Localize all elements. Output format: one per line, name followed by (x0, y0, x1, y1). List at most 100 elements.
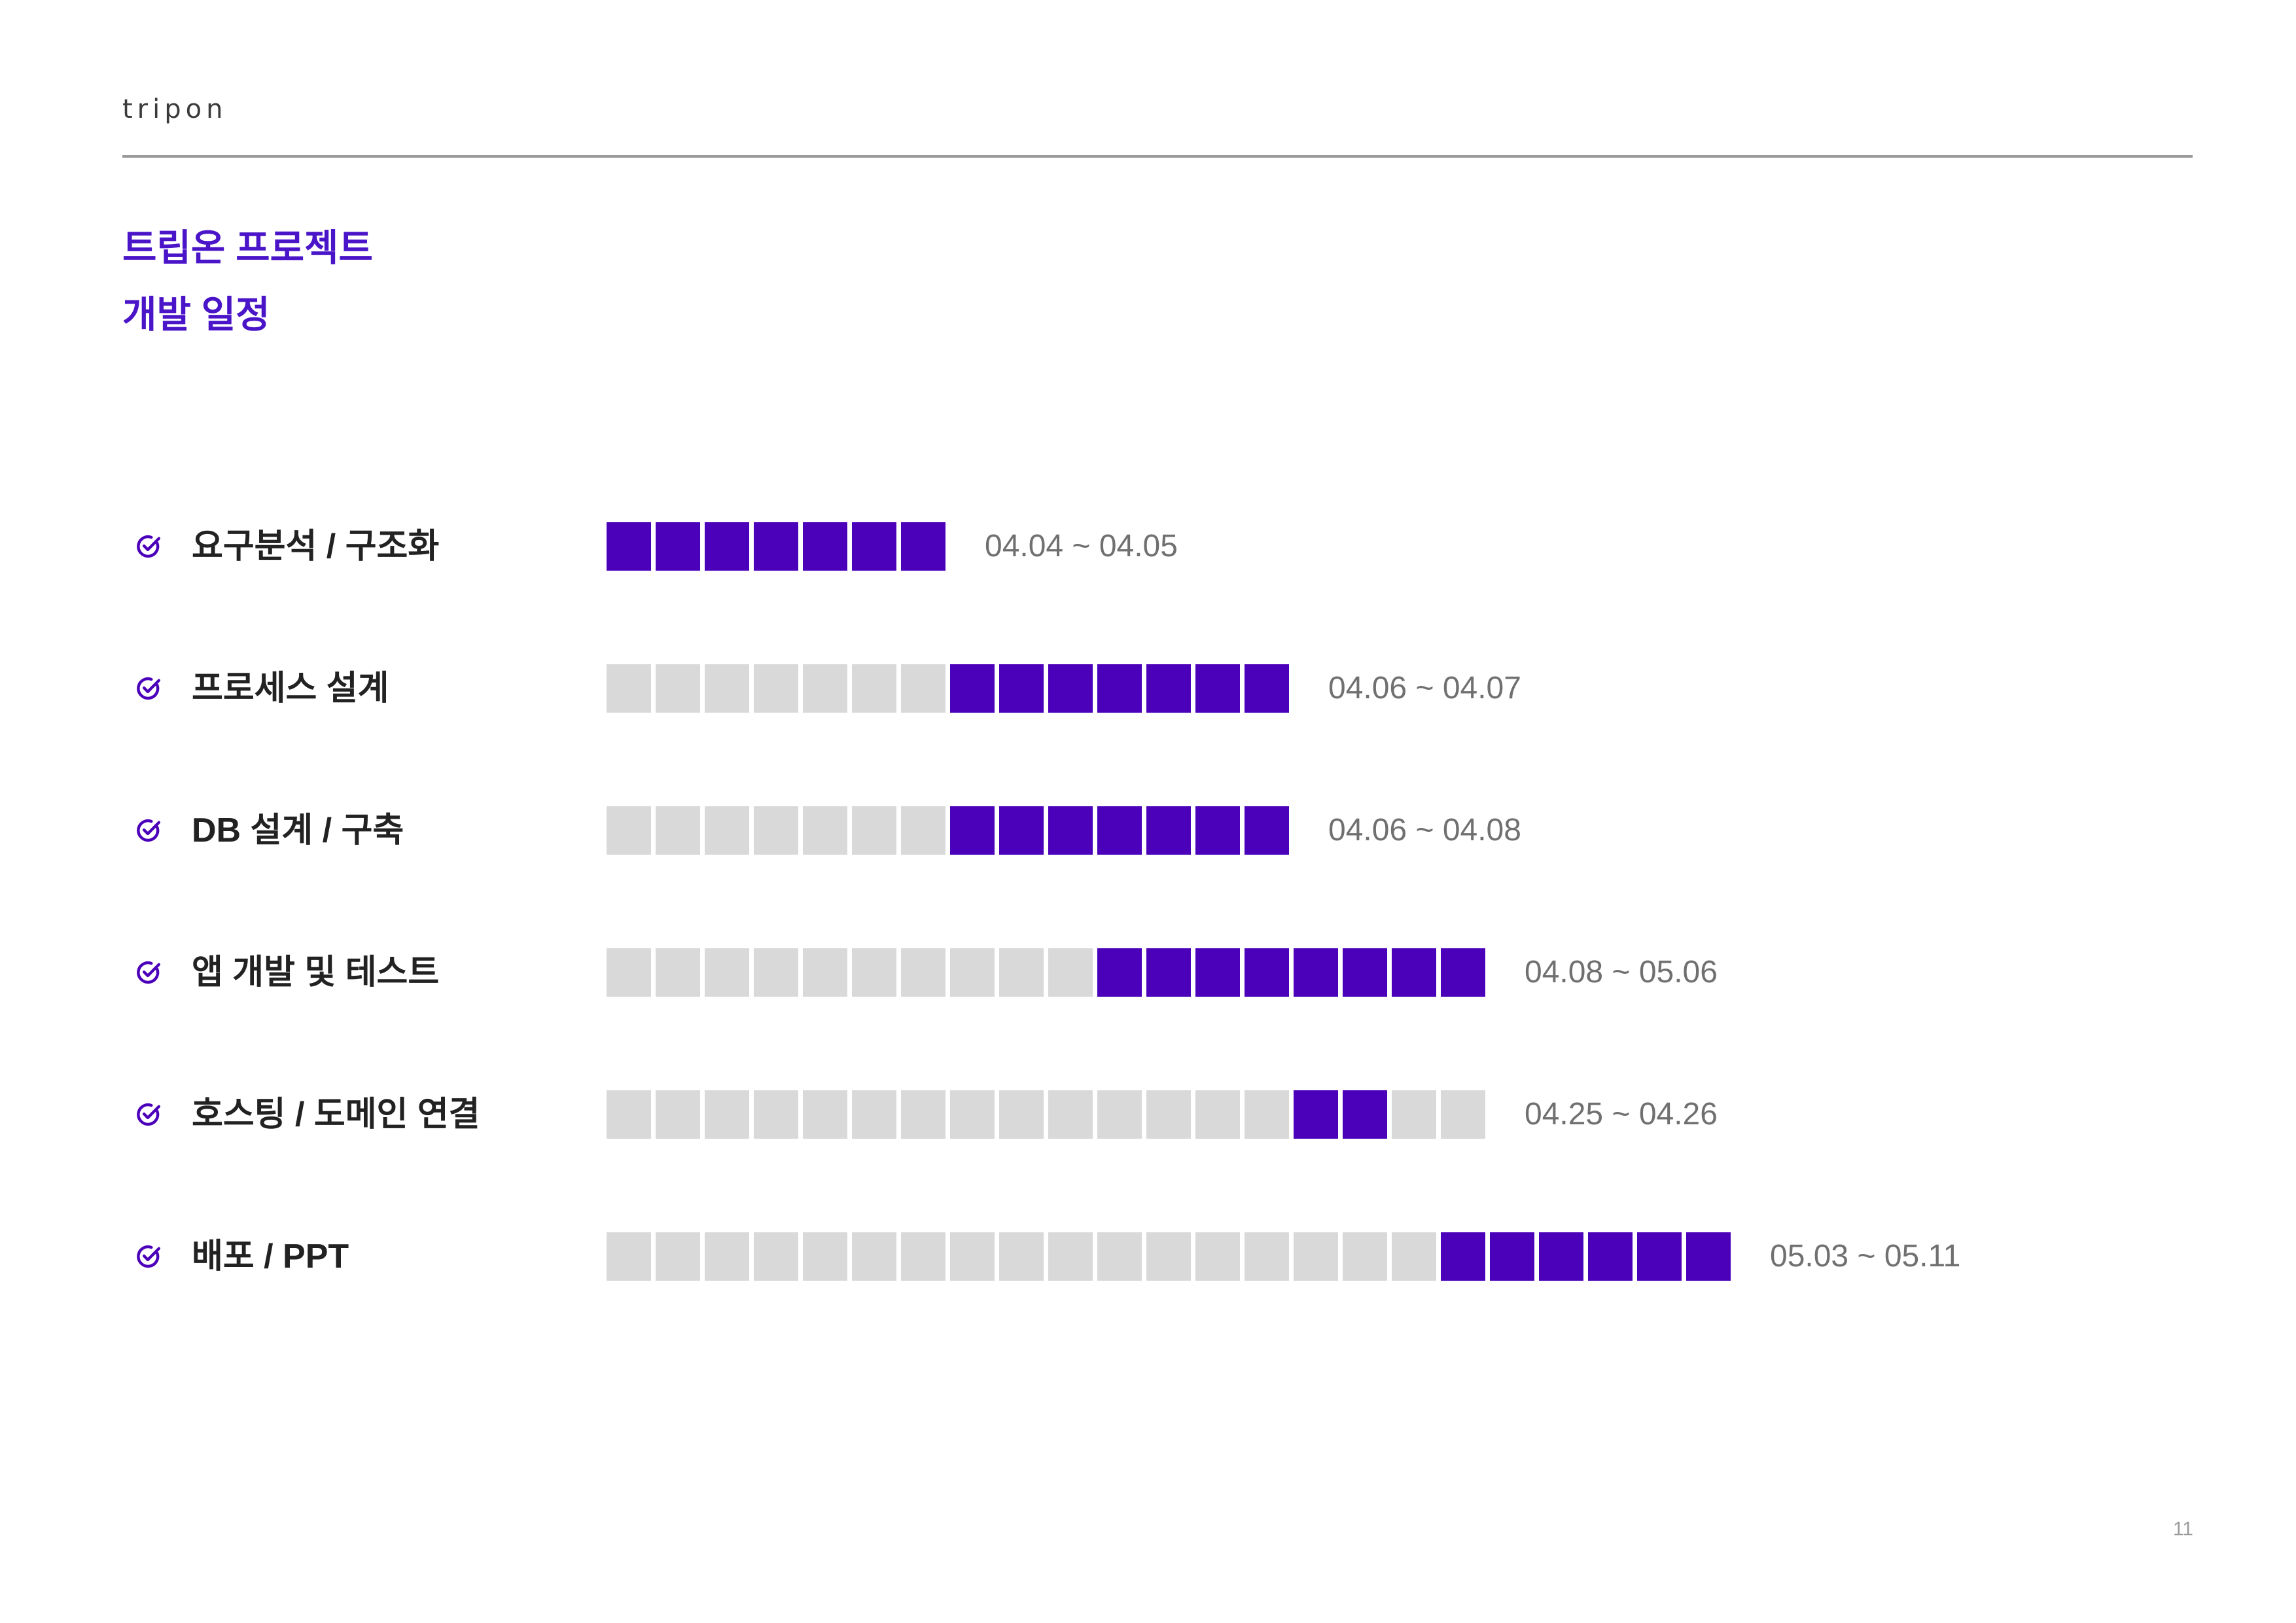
schedule-block-empty (803, 664, 847, 713)
task-label: 배포 / PPT (192, 1238, 349, 1275)
schedule-block-empty (803, 1090, 847, 1139)
check-circle-icon (135, 533, 163, 560)
schedule-block-empty (754, 1232, 798, 1281)
schedule-track: 05.03 ~ 05.11 (607, 1232, 1960, 1281)
schedule-block-filled (1686, 1232, 1731, 1281)
schedule-block-filled (656, 522, 700, 571)
task-label: 프로세스 설계 (192, 669, 389, 707)
schedule-block-empty (803, 1232, 847, 1281)
schedule-block-empty (901, 948, 945, 997)
schedule-block-filled (950, 806, 995, 855)
schedule-block-empty (607, 1232, 651, 1281)
schedule-bar (607, 522, 945, 571)
schedule-block-filled (901, 522, 945, 571)
schedule-bar (607, 1232, 1731, 1281)
schedule-block-empty (607, 664, 651, 713)
schedule-block-empty (607, 1090, 651, 1139)
schedule-block-filled (1392, 948, 1436, 997)
schedule-block-empty (656, 948, 700, 997)
schedule-block-empty (999, 1090, 1044, 1139)
schedule-block-empty (607, 806, 651, 855)
schedule-block-empty (950, 948, 995, 997)
schedule-block-filled (1097, 664, 1142, 713)
schedule-row: DB 설계 / 구축 04.06 ~ 04.08 (0, 806, 2296, 855)
schedule-block-filled (1146, 948, 1191, 997)
schedule-block-empty (901, 1090, 945, 1139)
schedule-block-empty (803, 948, 847, 997)
schedule-block-empty (705, 948, 749, 997)
schedule-block-empty (852, 948, 896, 997)
schedule-block-empty (607, 948, 651, 997)
schedule-block-filled (1588, 1232, 1633, 1281)
schedule-bar (607, 806, 1289, 855)
task-label: DB 설계 / 구축 (192, 812, 404, 849)
schedule-block-empty (1146, 1232, 1191, 1281)
schedule-block-empty (656, 806, 700, 855)
schedule-block-empty (1048, 1090, 1093, 1139)
schedule-block-filled (1441, 948, 1485, 997)
schedule-row: 요구분석 / 구조화 04.04 ~ 04.05 (0, 522, 2296, 571)
schedule-block-empty (754, 664, 798, 713)
page-title: 트립온 프로젝트 개발 일정 (122, 215, 373, 348)
schedule-block-empty (656, 1232, 700, 1281)
schedule-block-filled (1146, 806, 1191, 855)
check-circle-icon (135, 675, 163, 702)
schedule-block-empty (1245, 1232, 1289, 1281)
schedule-block-empty (1441, 1090, 1485, 1139)
schedule-block-empty (1392, 1090, 1436, 1139)
schedule-block-filled (1195, 664, 1240, 713)
schedule-block-filled (1097, 806, 1142, 855)
schedule-block-filled (1195, 948, 1240, 997)
header-divider (122, 155, 2193, 158)
schedule-block-empty (901, 1232, 945, 1281)
schedule-track: 04.04 ~ 04.05 (607, 522, 1178, 571)
schedule-block-empty (999, 948, 1044, 997)
schedule-block-empty (852, 664, 896, 713)
logo-text: tripon (122, 94, 228, 124)
task-label: 호스팅 / 도메인 연결 (192, 1096, 480, 1133)
schedule-block-filled (1294, 948, 1338, 997)
schedule-block-filled (1048, 664, 1093, 713)
schedule-block-filled (1048, 806, 1093, 855)
schedule-block-filled (1294, 1090, 1338, 1139)
schedule-block-empty (852, 806, 896, 855)
schedule-block-empty (754, 1090, 798, 1139)
task-dates: 04.06 ~ 04.08 (1328, 813, 1521, 847)
check-circle-icon (135, 817, 163, 844)
schedule-block-empty (901, 664, 945, 713)
schedule-block-empty (852, 1090, 896, 1139)
page-title-line-1: 트립온 프로젝트 (122, 227, 373, 269)
schedule-block-empty (1343, 1232, 1387, 1281)
schedule-block-filled (1343, 1090, 1387, 1139)
schedule-block-filled (705, 522, 749, 571)
schedule-track: 04.06 ~ 04.07 (607, 664, 1521, 713)
schedule-block-empty (1245, 1090, 1289, 1139)
task-label: 요구분석 / 구조화 (192, 527, 440, 565)
schedule-block-empty (705, 1232, 749, 1281)
schedule-bar (607, 664, 1289, 713)
schedule-block-filled (803, 522, 847, 571)
task-dates: 04.08 ~ 05.06 (1525, 955, 1718, 990)
schedule-block-filled (999, 664, 1044, 713)
schedule-block-empty (1195, 1232, 1240, 1281)
check-circle-icon (135, 1243, 163, 1270)
schedule-block-empty (705, 1090, 749, 1139)
schedule-block-filled (1146, 664, 1191, 713)
schedule-block-empty (901, 806, 945, 855)
schedule-block-filled (1490, 1232, 1534, 1281)
schedule-block-filled (1245, 806, 1289, 855)
schedule-block-empty (1048, 948, 1093, 997)
schedule-block-empty (803, 806, 847, 855)
schedule-list: 요구분석 / 구조화 04.04 ~ 04.05 프로세스 설계 04.06 ~… (0, 522, 2296, 1374)
schedule-block-empty (852, 1232, 896, 1281)
schedule-block-empty (1097, 1232, 1142, 1281)
schedule-block-empty (1097, 1090, 1142, 1139)
schedule-block-empty (754, 806, 798, 855)
schedule-track: 04.06 ~ 04.08 (607, 806, 1521, 855)
schedule-block-empty (656, 1090, 700, 1139)
schedule-row: 앱 개발 및 테스트 04.08 ~ 05.06 (0, 948, 2296, 997)
schedule-block-empty (1392, 1232, 1436, 1281)
schedule-block-filled (852, 522, 896, 571)
schedule-row: 호스팅 / 도메인 연결 04.25 ~ 04.26 (0, 1090, 2296, 1139)
